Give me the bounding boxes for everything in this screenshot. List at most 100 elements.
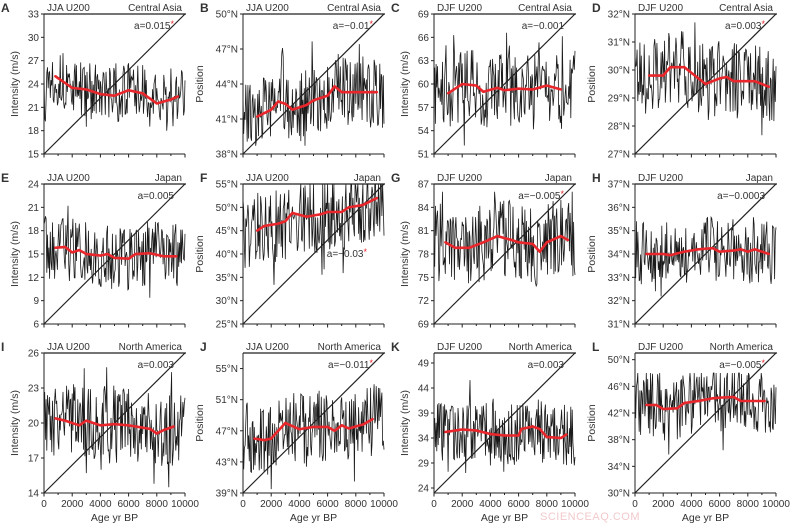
season-label: JJA U200 (47, 3, 90, 14)
trend-point (319, 213, 322, 216)
season-label: JJA U200 (47, 173, 90, 184)
diagonal-reference-line (634, 352, 777, 494)
y-tick-label: 35°N (216, 273, 238, 284)
trend-point (531, 242, 534, 246)
trend-point (354, 90, 357, 94)
trend-point (645, 252, 648, 256)
y-tick-label: 34°N (608, 250, 630, 261)
x-tick-label: 2000 (260, 499, 283, 510)
trend-point (71, 251, 74, 254)
x-tick-label: 6000 (117, 499, 140, 510)
trend-coefficient-label: a=−0.01* (333, 19, 374, 32)
trend-point (753, 80, 757, 83)
x-tick-label: 8000 (345, 499, 368, 510)
trend-coefficient-label: a=−0.005* (518, 189, 564, 202)
x-tick-label: 8000 (146, 499, 169, 510)
trend-point (746, 250, 749, 253)
diagonal-reference-line (634, 183, 777, 325)
coefficient-value: a=0.003 (528, 360, 565, 371)
panel-i: 14 17 20 23 26 0 2000 4000 6000 8000 10000 Age yr B… (1, 340, 199, 524)
raw-series-line (634, 22, 777, 136)
season-label: JJA U200 (246, 173, 289, 184)
trend-point (468, 246, 471, 249)
trend-point (566, 238, 570, 242)
x-tick-label: 6000 (316, 499, 339, 510)
panel-letter: H (592, 171, 601, 185)
trend-point (291, 108, 294, 111)
raw-series-line (433, 380, 576, 474)
y-axis-label: Intensity (m/s) (9, 51, 21, 117)
trend-point (277, 222, 280, 225)
trend-point (739, 399, 742, 403)
y-tick-label: 24 (418, 484, 430, 495)
trend-point (697, 248, 700, 251)
y-tick-label: 69 (418, 10, 430, 21)
y-axis-label: Position (194, 404, 206, 442)
x-tick-label: 8000 (536, 499, 559, 510)
trend-point (669, 253, 672, 257)
x-tick-label: 4000 (479, 499, 502, 510)
panel-e: 6 9 12 15 18 21 24 Intensity (m/s) E JJA U200 Japa… (1, 171, 186, 331)
trend-point (531, 425, 534, 428)
panel-a: 15 18 21 24 27 30 33 Intensity (m/s) A JJA U200 Ce… (1, 1, 186, 161)
y-tick-label: 20 (28, 419, 40, 430)
region-label: North America (509, 342, 573, 353)
season-label: DJF U200 (638, 3, 683, 14)
trend-point (503, 434, 506, 437)
trend-point (489, 432, 492, 436)
trend-coefficient-label: a=−0.0003 (717, 191, 765, 202)
y-tick-label: 32°N (608, 10, 630, 21)
y-tick-label: 66 (418, 33, 430, 44)
diagonal-reference-line (43, 183, 186, 325)
x-axis-label: Age yr BP (481, 512, 528, 524)
y-tick-label: 30 (28, 33, 40, 44)
trend-point (277, 100, 280, 103)
trend-point (106, 252, 109, 256)
trend-point (517, 241, 520, 244)
trend-point (767, 85, 771, 89)
trend-point (312, 425, 315, 429)
y-axis-label: Intensity (m/s) (399, 51, 411, 117)
watermark: SCIENCEAQ.COM (540, 511, 641, 523)
y-tick-label: 6 (33, 320, 39, 331)
trend-point (291, 211, 294, 215)
y-tick-label: 60 (418, 80, 430, 91)
trend-point (371, 417, 374, 421)
trend-point (676, 407, 679, 410)
smoothed-trend-line (54, 245, 178, 261)
panel-letter: L (592, 340, 599, 354)
trend-point (262, 224, 266, 228)
panel-b: 38°N 41°N 44°N 47°N 50°N Position B JJA U200 Cen… (194, 1, 385, 161)
panel-letter: A (1, 1, 10, 15)
trend-point (697, 77, 700, 80)
y-tick-label: 54 (418, 126, 430, 137)
trend-point (262, 438, 266, 442)
y-tick-label: 39°N (216, 489, 238, 500)
trend-point (496, 86, 499, 90)
y-tick-label: 34 (418, 434, 430, 445)
y-tick-label: 42°N (608, 409, 630, 420)
season-label: DJF U200 (437, 3, 482, 14)
y-tick-label: 87 (418, 180, 430, 191)
trend-point (155, 432, 158, 435)
trend-point (520, 427, 523, 431)
y-tick-label: 49 (418, 359, 430, 370)
trend-point (718, 250, 721, 253)
trend-point (127, 424, 130, 427)
region-label: North America (119, 342, 183, 353)
trend-point (517, 434, 520, 437)
trend-point (510, 238, 513, 242)
y-tick-label: 78 (418, 250, 430, 261)
y-tick-label: 30°N (608, 489, 630, 500)
trend-point (718, 77, 721, 80)
trend-point (482, 241, 485, 244)
diagonal-reference-line (242, 13, 385, 155)
trend-point (305, 215, 308, 218)
y-tick-label: 50°N (216, 203, 238, 214)
trend-point (538, 250, 541, 253)
y-axis-label: Position (586, 65, 598, 103)
y-tick-label: 31°N (608, 38, 630, 49)
trend-point (475, 84, 478, 87)
y-tick-label: 47°N (216, 426, 238, 437)
y-axis-label: Position (586, 235, 598, 273)
